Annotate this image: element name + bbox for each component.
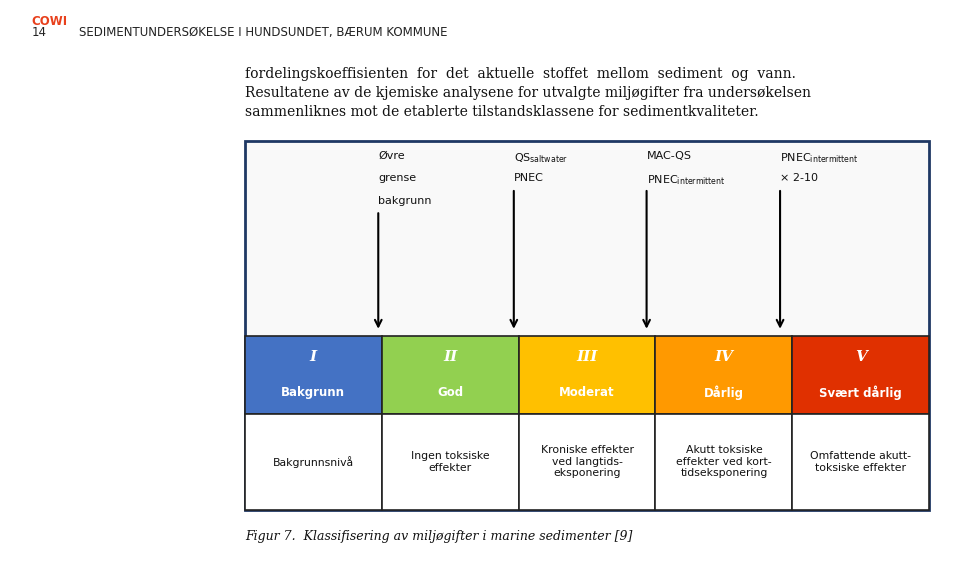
Text: fordelingskoeffisienten  for  det  aktuelle  stoffet  mellom  sediment  og  vann: fordelingskoeffisienten for det aktuelle…	[245, 67, 796, 81]
Text: Moderat: Moderat	[560, 386, 614, 400]
Text: Akutt toksiske
effekter ved kort-
tidseksponering: Akutt toksiske effekter ved kort- tidsek…	[676, 445, 772, 478]
Text: Svært dårlig: Svært dårlig	[820, 386, 902, 400]
Text: Øvre: Øvre	[378, 151, 405, 161]
Text: bakgrunn: bakgrunn	[378, 196, 432, 206]
Text: Resultatene av de kjemiske analysene for utvalgte miljøgifter fra undersøkelsen: Resultatene av de kjemiske analysene for…	[245, 86, 811, 100]
Text: I: I	[310, 350, 317, 364]
Text: Bakgrunnsnivå: Bakgrunnsnivå	[273, 456, 354, 468]
Text: QS$_{\mathrm{saltwater}}$: QS$_{\mathrm{saltwater}}$	[514, 151, 568, 165]
Text: PNEC$_{\mathrm{intermittent}}$: PNEC$_{\mathrm{intermittent}}$	[647, 173, 725, 188]
Text: III: III	[576, 350, 598, 364]
Text: sammenliknes mot de etablerte tilstandsklassene for sedimentkvaliteter.: sammenliknes mot de etablerte tilstandsk…	[245, 105, 758, 119]
Text: COWI: COWI	[32, 15, 68, 28]
Text: MAC-QS: MAC-QS	[647, 151, 691, 161]
Text: PNEC: PNEC	[514, 173, 543, 183]
Text: Omfattende akutt-
toksiske effekter: Omfattende akutt- toksiske effekter	[810, 451, 911, 473]
Text: Kroniske effekter
ved langtids-
eksponering: Kroniske effekter ved langtids- eksponer…	[540, 445, 634, 478]
Text: PNEC$_{\mathrm{intermittent}}$: PNEC$_{\mathrm{intermittent}}$	[780, 151, 858, 165]
Text: V: V	[855, 350, 867, 364]
Text: IV: IV	[714, 350, 733, 364]
Text: God: God	[437, 386, 464, 400]
Text: Figur 7.  Klassifisering av miljøgifter i marine sedimenter [9]: Figur 7. Klassifisering av miljøgifter i…	[245, 530, 633, 543]
Text: 14: 14	[32, 26, 47, 39]
Text: × 2-10: × 2-10	[780, 173, 818, 183]
Text: II: II	[443, 350, 457, 364]
Text: grense: grense	[378, 173, 417, 183]
Text: Bakgrunn: Bakgrunn	[281, 386, 346, 400]
Text: SEDIMENTUNDERSØKELSE I HUNDSUNDET, BÆRUM KOMMUNE: SEDIMENTUNDERSØKELSE I HUNDSUNDET, BÆRUM…	[79, 26, 447, 39]
Text: Ingen toksiske
effekter: Ingen toksiske effekter	[411, 451, 490, 473]
Text: Dårlig: Dårlig	[704, 386, 744, 400]
